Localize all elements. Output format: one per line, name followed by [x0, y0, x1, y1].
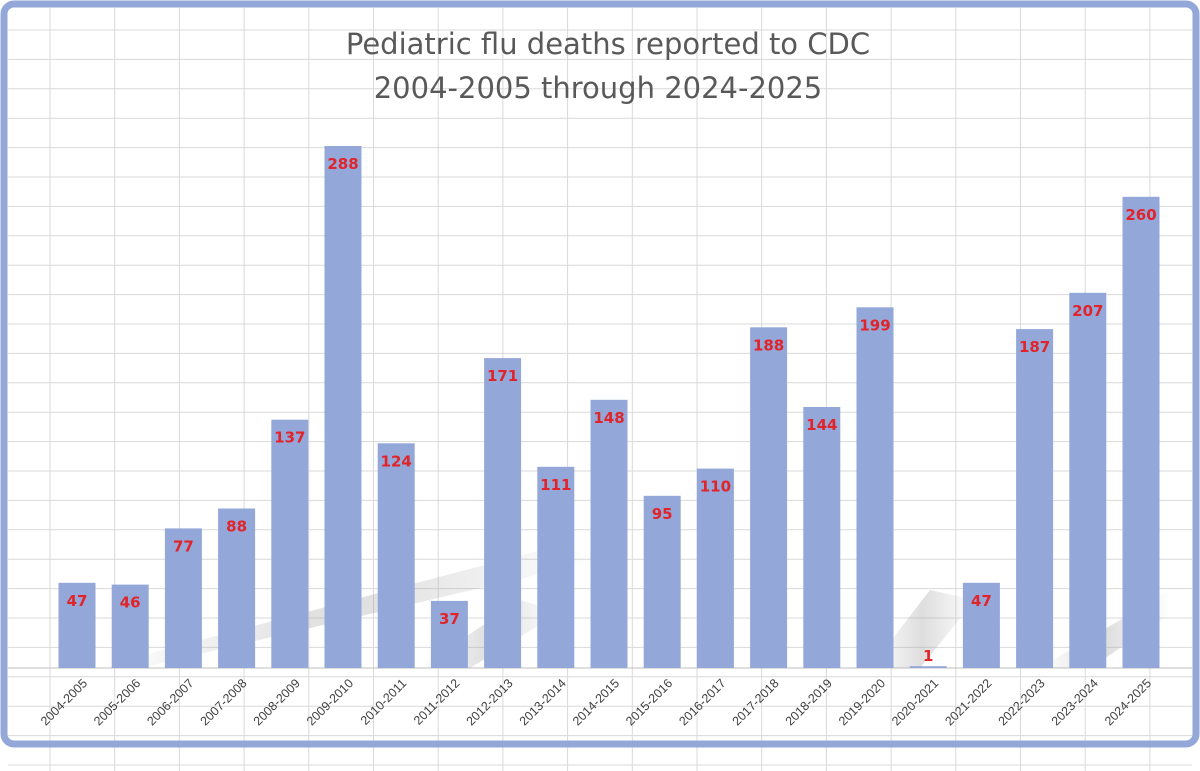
bar: [643, 495, 681, 668]
data-label: 144: [806, 416, 837, 434]
data-label: 47: [67, 592, 88, 610]
data-label: 148: [593, 409, 624, 427]
bar: [377, 443, 415, 669]
data-label: 95: [652, 505, 673, 523]
bar: [164, 528, 202, 668]
bar: [856, 307, 894, 668]
bar: [484, 358, 522, 668]
bar: [271, 419, 309, 668]
data-label: 1: [923, 647, 933, 665]
shadow-streak: [870, 590, 975, 668]
data-label: 171: [487, 367, 518, 385]
data-labels: 47 46 77 88 137 288 124 37 171 111 148 95 110 188 144 1…: [67, 155, 1157, 665]
bar: [590, 399, 628, 669]
data-label: 111: [540, 476, 571, 494]
data-label: 47: [971, 592, 992, 610]
chart-frame: [0, 0, 1200, 748]
data-label: 187: [1019, 338, 1050, 356]
bar: [1016, 329, 1054, 668]
data-label: 37: [439, 610, 460, 628]
data-label: 110: [700, 478, 731, 496]
data-label: 77: [173, 537, 194, 555]
bar: [750, 327, 788, 669]
bar: [58, 582, 96, 668]
bar: [696, 468, 734, 668]
data-label: 124: [381, 452, 412, 470]
bar: [962, 582, 1000, 668]
chart-title: Pediatric flu deaths reported to CDC: [346, 27, 870, 61]
bar: [324, 146, 362, 668]
bar: [111, 584, 149, 668]
bars: [58, 146, 1160, 669]
bar: [1122, 196, 1160, 669]
data-label: 188: [753, 336, 784, 354]
data-label: 88: [226, 518, 247, 536]
chart-subtitle: 2004-2005 through 2024-2025: [374, 71, 823, 105]
bar: [537, 466, 575, 668]
bar: [430, 600, 468, 668]
data-label: 137: [274, 429, 305, 447]
data-label: 207: [1072, 302, 1103, 320]
bar: [909, 666, 947, 668]
data-label: 199: [859, 316, 890, 334]
data-label: 288: [327, 155, 358, 173]
bar: [803, 407, 841, 668]
bar: [218, 508, 256, 668]
data-label: 260: [1125, 206, 1156, 224]
data-label: 46: [120, 594, 141, 612]
bar: [1069, 292, 1107, 668]
